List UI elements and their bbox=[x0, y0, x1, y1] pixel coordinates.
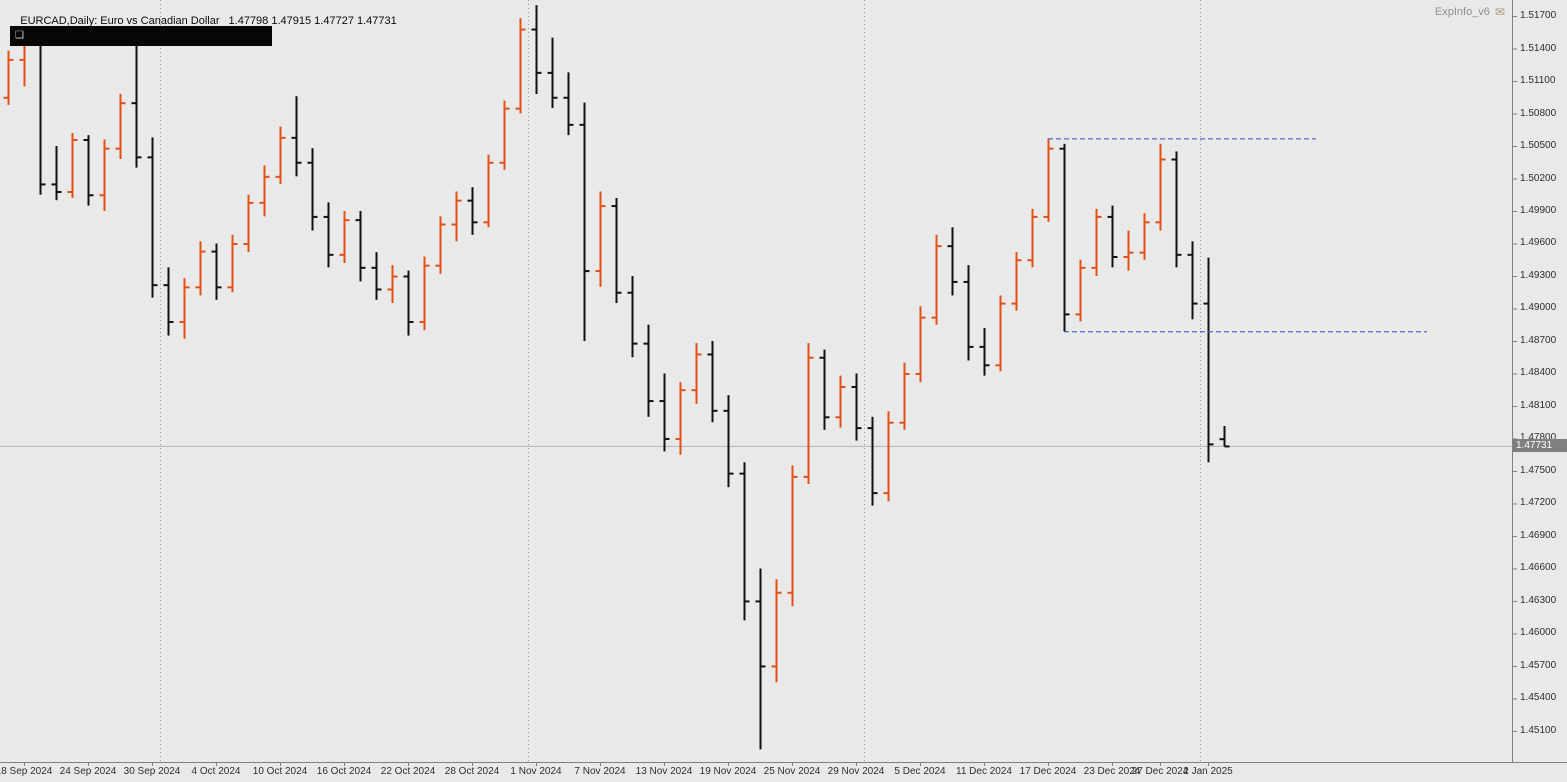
date-tick-label: 28 Oct 2024 bbox=[444, 766, 500, 777]
time-axis[interactable]: 18 Sep 2024 24 Sep 2024 30 Sep 2024 4 Oct 2… bbox=[0, 765, 1512, 782]
date-tick-label: 11 Dec 2024 bbox=[956, 766, 1012, 777]
price-tick-label: 1.48400 bbox=[1520, 367, 1557, 379]
chart-title-symbol: EURCAD,Daily: Euro vs Canadian Dollar bbox=[20, 15, 220, 27]
indicator-label: ExpInfo_v6 ✉ bbox=[1435, 6, 1505, 18]
date-tick-label: 18 Sep 2024 bbox=[0, 766, 53, 777]
indicator-name: ExpInfo_v6 bbox=[1434, 6, 1490, 18]
date-tick-label: 19 Nov 2024 bbox=[699, 766, 757, 777]
date-tick-label: 22 Oct 2024 bbox=[380, 766, 436, 777]
date-tick-label: 30 Sep 2024 bbox=[123, 766, 181, 777]
date-tick-label: 13 Nov 2024 bbox=[635, 766, 693, 777]
price-axis[interactable]: 1.51700 1.51400 1.51100 1.50800 1.50500 1.502… bbox=[1513, 0, 1567, 762]
date-tick-label: 16 Oct 2024 bbox=[316, 766, 372, 777]
price-tick-label: 1.47500 bbox=[1520, 464, 1557, 476]
black-rectangle-object[interactable]: ❏ bbox=[10, 26, 272, 46]
price-tick-label: 1.48700 bbox=[1520, 334, 1557, 346]
chart-title: EURCAD,Daily: Euro vs Canadian Dollar 1.4… bbox=[8, 3, 397, 39]
date-tick-label: 24 Sep 2024 bbox=[59, 766, 117, 777]
date-tick-label: 1 Nov 2024 bbox=[510, 766, 562, 777]
date-tick-label: 23 Dec 2024 bbox=[1083, 766, 1141, 777]
price-tick-label: 1.45700 bbox=[1520, 659, 1557, 671]
price-tick-label: 1.49300 bbox=[1520, 269, 1557, 281]
date-tick-label: 25 Nov 2024 bbox=[763, 766, 821, 777]
date-tick-label: 2 Jan 2025 bbox=[1183, 766, 1233, 777]
price-tick-label: 1.45400 bbox=[1520, 692, 1557, 704]
date-tick-label: 4 Oct 2024 bbox=[191, 766, 241, 777]
date-tick-label: 29 Nov 2024 bbox=[827, 766, 885, 777]
price-tick-label: 1.46900 bbox=[1520, 529, 1557, 541]
envelope-icon: ✉ bbox=[1494, 5, 1505, 19]
price-tick-label: 1.46600 bbox=[1520, 562, 1557, 574]
price-tick-label: 1.47200 bbox=[1520, 497, 1557, 509]
price-tick-label: 1.47800 bbox=[1520, 432, 1557, 444]
price-tick-label: 1.51700 bbox=[1520, 10, 1557, 22]
price-tick-label: 1.49900 bbox=[1520, 204, 1557, 216]
current-price-value: 1.47731 bbox=[1516, 440, 1553, 452]
date-tick-label: 27 Dec 2024 bbox=[1131, 766, 1189, 777]
price-tick-label: 1.45100 bbox=[1520, 724, 1557, 736]
date-tick-label: 17 Dec 2024 bbox=[1019, 766, 1077, 777]
price-tick-label: 1.49000 bbox=[1520, 302, 1557, 314]
object-marker-icon: ❏ bbox=[15, 30, 24, 41]
chart-title-ohlc: 1.47798 1.47915 1.47727 1.47731 bbox=[228, 15, 397, 27]
price-tick-label: 1.46000 bbox=[1520, 627, 1557, 639]
date-tick-label: 7 Nov 2024 bbox=[574, 766, 626, 777]
price-tick-label: 1.46300 bbox=[1520, 594, 1557, 606]
price-tick-label: 1.50500 bbox=[1520, 140, 1557, 151]
price-tick-label: 1.51100 bbox=[1520, 75, 1556, 87]
current-price-tag: 1.47731 bbox=[1513, 439, 1567, 453]
price-tick-label: 1.50800 bbox=[1520, 107, 1557, 119]
price-tick-label: 1.49600 bbox=[1520, 237, 1557, 249]
date-tick-label: 10 Oct 2024 bbox=[252, 766, 308, 777]
price-tick-label: 1.50200 bbox=[1520, 172, 1557, 184]
date-tick-label: 5 Dec 2024 bbox=[894, 766, 946, 777]
price-tick-label: 1.51400 bbox=[1520, 42, 1557, 54]
price-tick-label: 1.48100 bbox=[1520, 399, 1557, 411]
